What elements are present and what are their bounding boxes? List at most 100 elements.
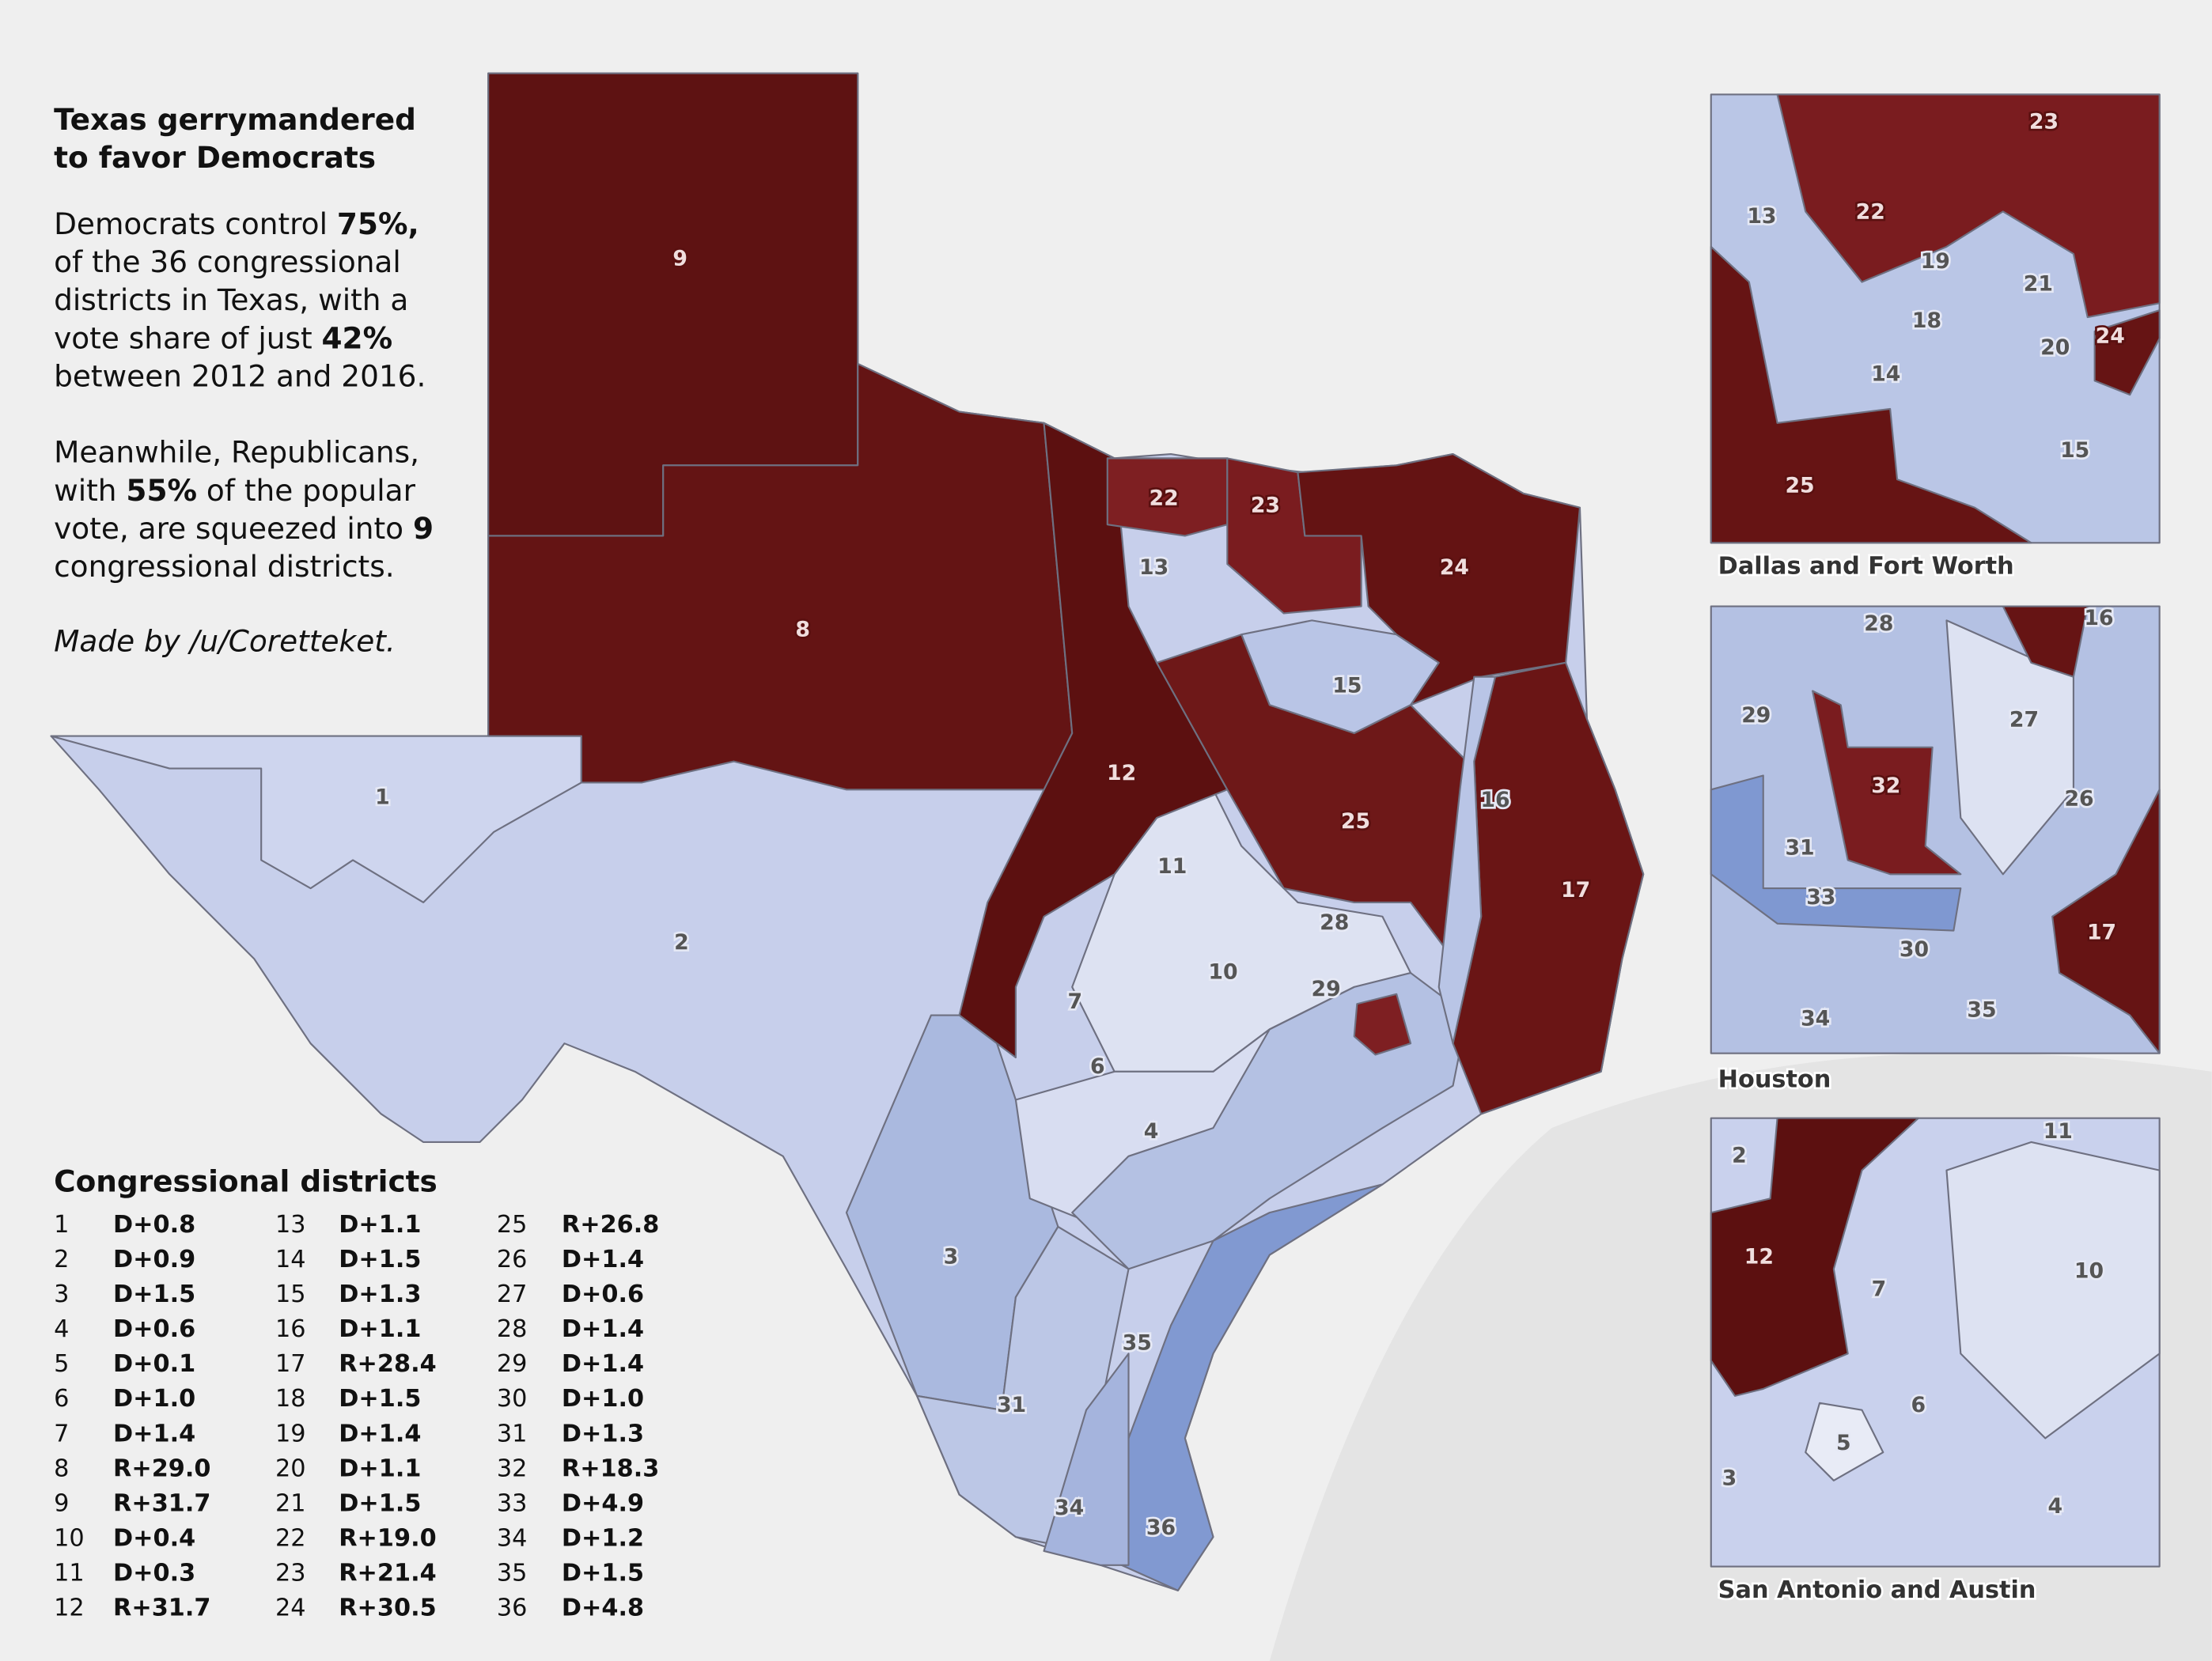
legend-number: 3	[54, 1281, 69, 1308]
inset-dallas	[1710, 93, 2161, 544]
district-label: 25	[1341, 809, 1370, 834]
legend-margin: D+0.9	[113, 1246, 195, 1273]
district-label: 31	[997, 1393, 1026, 1417]
district-label: 1	[375, 785, 390, 809]
legend-margin: D+1.5	[339, 1385, 421, 1413]
legend-number: 6	[54, 1385, 69, 1413]
district-label: 12	[1107, 761, 1136, 785]
inset-caption: Dallas and Fort Worth	[1718, 553, 2014, 581]
district-label: 2	[674, 930, 689, 955]
district-label: 3	[1722, 1466, 1737, 1491]
legend-margin: R+21.4	[339, 1559, 436, 1587]
inset-red	[1776, 93, 2161, 319]
district-label: 26	[2064, 786, 2093, 811]
district-label: 16	[1480, 788, 1509, 812]
legend-number: 7	[54, 1420, 69, 1447]
legend-number: 14	[275, 1246, 306, 1273]
legend-margin: D+1.4	[562, 1350, 644, 1378]
legend-margin: R+31.7	[113, 1594, 210, 1621]
legend-number: 31	[497, 1420, 528, 1447]
district-32-shape	[1353, 993, 1412, 1056]
inset-blue	[1710, 774, 1962, 932]
title: to favor Democrats	[54, 140, 376, 175]
legend-margin: D+1.0	[562, 1385, 644, 1413]
paragraph-line: Democrats control 75%,	[54, 206, 419, 241]
district-12-shape	[958, 422, 1229, 1059]
legend-margin: D+0.4	[113, 1524, 195, 1552]
district-label: 35	[1123, 1330, 1152, 1355]
legend-number: 13	[275, 1211, 306, 1239]
legend-margin: D+1.1	[339, 1455, 421, 1482]
legend-margin: D+1.4	[339, 1420, 421, 1447]
legend-number: 20	[275, 1455, 306, 1482]
district-label: 6	[1090, 1054, 1105, 1079]
district-label: 32	[1871, 774, 1900, 798]
district-label: 4	[1144, 1119, 1159, 1144]
district-label: 15	[2060, 438, 2089, 463]
district-label: 10	[1208, 960, 1237, 985]
inset-red	[1812, 690, 1962, 876]
legend-margin: R+30.5	[339, 1594, 436, 1621]
inset-red	[2093, 309, 2161, 396]
legend-number: 17	[275, 1350, 306, 1378]
legend-number: 24	[275, 1594, 306, 1621]
legend-number: 21	[275, 1489, 306, 1517]
district-label: 33	[1806, 885, 1835, 910]
paragraph-line: congressional districts.	[54, 549, 395, 584]
legend-margin: D+4.9	[562, 1489, 644, 1517]
legend-title: Congressional districts	[54, 1163, 437, 1198]
legend-margin: D+4.8	[562, 1594, 644, 1621]
district-label: 8	[795, 617, 810, 641]
legend-number: 34	[497, 1524, 528, 1552]
legend-number: 36	[497, 1594, 528, 1621]
district-24-shape	[1297, 452, 1581, 706]
legend-margin: D+1.5	[113, 1281, 195, 1308]
text-run: vote, are squeezed into	[54, 511, 413, 546]
legend-margin: R+18.3	[562, 1455, 659, 1482]
district-label: 18	[1912, 308, 1941, 333]
district-label: 20	[2040, 335, 2070, 360]
text-run: 75%,	[337, 206, 419, 241]
district-label: 30	[1900, 937, 1929, 962]
text-run: vote share of just	[54, 320, 321, 355]
district-label: 19	[1921, 249, 1950, 274]
district-label: 28	[1320, 910, 1349, 935]
inset-san-antonio	[1710, 1117, 2161, 1568]
legend-number: 11	[54, 1559, 85, 1587]
district-label: 24	[2096, 324, 2125, 349]
district-label: 2	[1732, 1143, 1747, 1167]
legend-margin: R+28.4	[339, 1350, 436, 1378]
paragraph-line: between 2012 and 2016.	[54, 358, 426, 393]
district-label: 10	[2074, 1258, 2104, 1283]
district-22-shape	[1106, 457, 1229, 537]
legend-number: 30	[497, 1385, 528, 1413]
legend-margin: D+1.0	[113, 1385, 195, 1413]
district-label: 35	[1967, 998, 1996, 1023]
legend-number: 27	[497, 1281, 528, 1308]
legend-number: 4	[54, 1315, 69, 1343]
legend-margin: R+19.0	[339, 1524, 436, 1552]
district-label: 11	[2043, 1119, 2073, 1144]
district-label: 31	[1785, 836, 1814, 861]
district-label: 27	[2009, 707, 2039, 732]
paragraph-line: vote share of just 42%	[54, 320, 392, 355]
legend-number: 8	[54, 1455, 69, 1482]
paragraph-line: vote, are squeezed into 9	[54, 511, 434, 546]
district-label: 12	[1744, 1245, 1774, 1269]
district-label: 29	[1311, 977, 1340, 1001]
text-run: Democrats control	[54, 206, 337, 241]
district-label: 17	[2087, 921, 2116, 945]
legend-margin: D+1.1	[339, 1211, 421, 1239]
inset-red	[2002, 605, 2089, 678]
legend-number: 35	[497, 1559, 528, 1587]
legend-margin: D+1.5	[562, 1559, 644, 1587]
legend-number: 1	[54, 1211, 69, 1239]
legend-number: 5	[54, 1350, 69, 1378]
legend-number: 26	[497, 1246, 528, 1273]
text-run: 42%	[322, 320, 393, 355]
legend-number: 32	[497, 1455, 528, 1482]
district-label: 9	[672, 247, 687, 271]
district-label: 25	[1785, 474, 1814, 498]
credit: Made by /u/Coretteket.	[54, 624, 396, 659]
